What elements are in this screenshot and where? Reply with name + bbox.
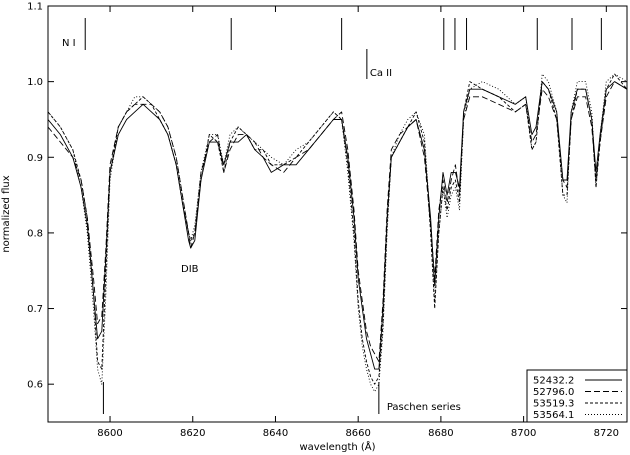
series-line-4 <box>48 73 627 393</box>
series-line-2 <box>48 81 627 362</box>
series-lines <box>48 73 627 393</box>
x-tick-label: 8700 <box>511 428 536 439</box>
legend-entry-label: 52796.0 <box>533 387 574 398</box>
x-axis-title: wavelength (Å) <box>299 440 375 453</box>
y-tick-label: 0.9 <box>27 153 43 164</box>
y-tick-label: 1.1 <box>27 2 43 13</box>
legend-box <box>526 369 628 423</box>
legend-entry-label: 53519.3 <box>533 399 574 410</box>
x-tick-label: 8640 <box>263 428 288 439</box>
legend-entry-label: 52432.2 <box>533 376 574 387</box>
x-tick-label: 8620 <box>180 428 205 439</box>
x-tick-label: 8660 <box>345 428 370 439</box>
paschen-series-label: Paschen series <box>387 402 461 413</box>
axis-tick-labels: 8600 8620 8640 8660 8680 8700 8720 0.6 0.7 0.8 0.9… <box>27 2 619 440</box>
y-axis-title: normalized flux <box>1 175 12 252</box>
plot-frame <box>47 5 628 423</box>
x-tick-label: 8720 <box>594 428 619 439</box>
line-markers <box>84 18 602 414</box>
dib-label: DIB <box>181 264 199 275</box>
x-tick-label: 8680 <box>428 428 453 439</box>
x-tick-label: 8600 <box>97 428 122 439</box>
y-tick-label: 0.8 <box>27 228 43 239</box>
legend-entry-label: 53564.1 <box>533 410 574 421</box>
ca-ii-label: Ca II <box>370 68 392 79</box>
y-tick-label: 0.6 <box>27 380 43 391</box>
series-line-3 <box>48 73 627 385</box>
axis-ticks <box>48 5 627 422</box>
n-i-label: N I <box>62 38 76 49</box>
y-tick-label: 0.7 <box>27 304 43 315</box>
y-tick-label: 1.0 <box>27 77 43 88</box>
series-line-1 <box>48 81 627 370</box>
